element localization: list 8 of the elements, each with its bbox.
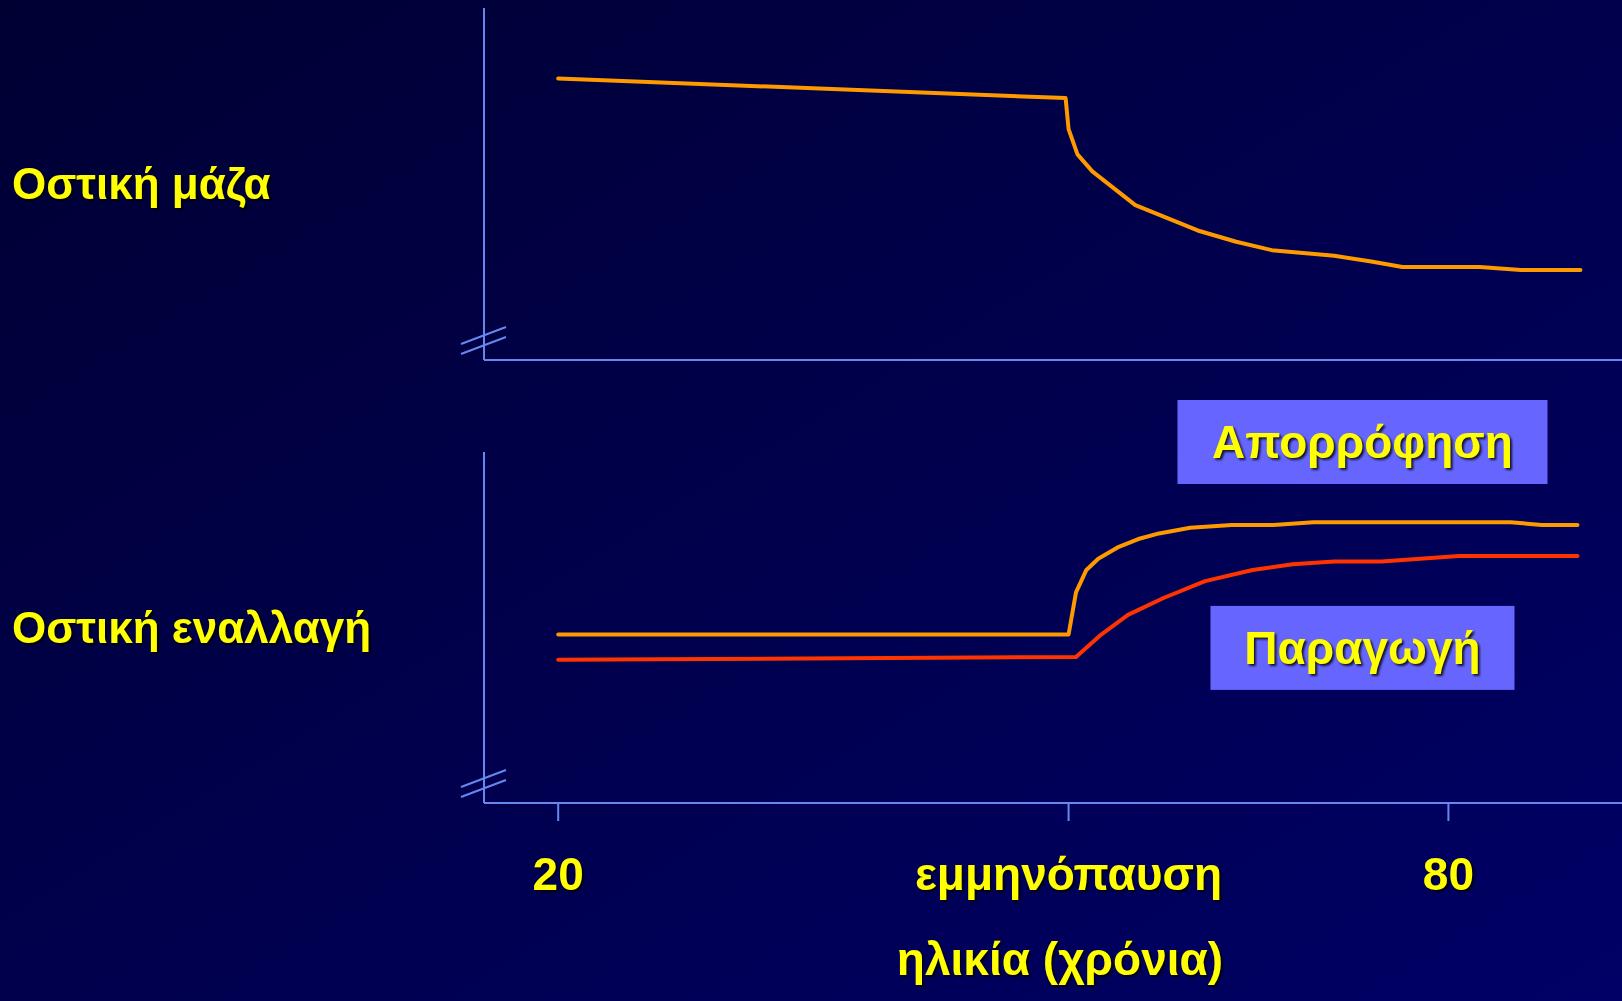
x-tick-label: 20 (532, 848, 584, 900)
y-axis-title: Οστική μάζα (12, 159, 271, 209)
series-label: Παραγωγή (1244, 621, 1481, 674)
series-label: Απορρόφηση (1212, 416, 1513, 469)
y-axis-title: Οστική εναλλαγή (12, 602, 372, 652)
x-tick-label: εμμηνόπαυση (914, 848, 1223, 900)
x-axis-title: ηλικία (χρόνια) (896, 933, 1224, 985)
x-tick-label: 80 (1422, 848, 1474, 900)
